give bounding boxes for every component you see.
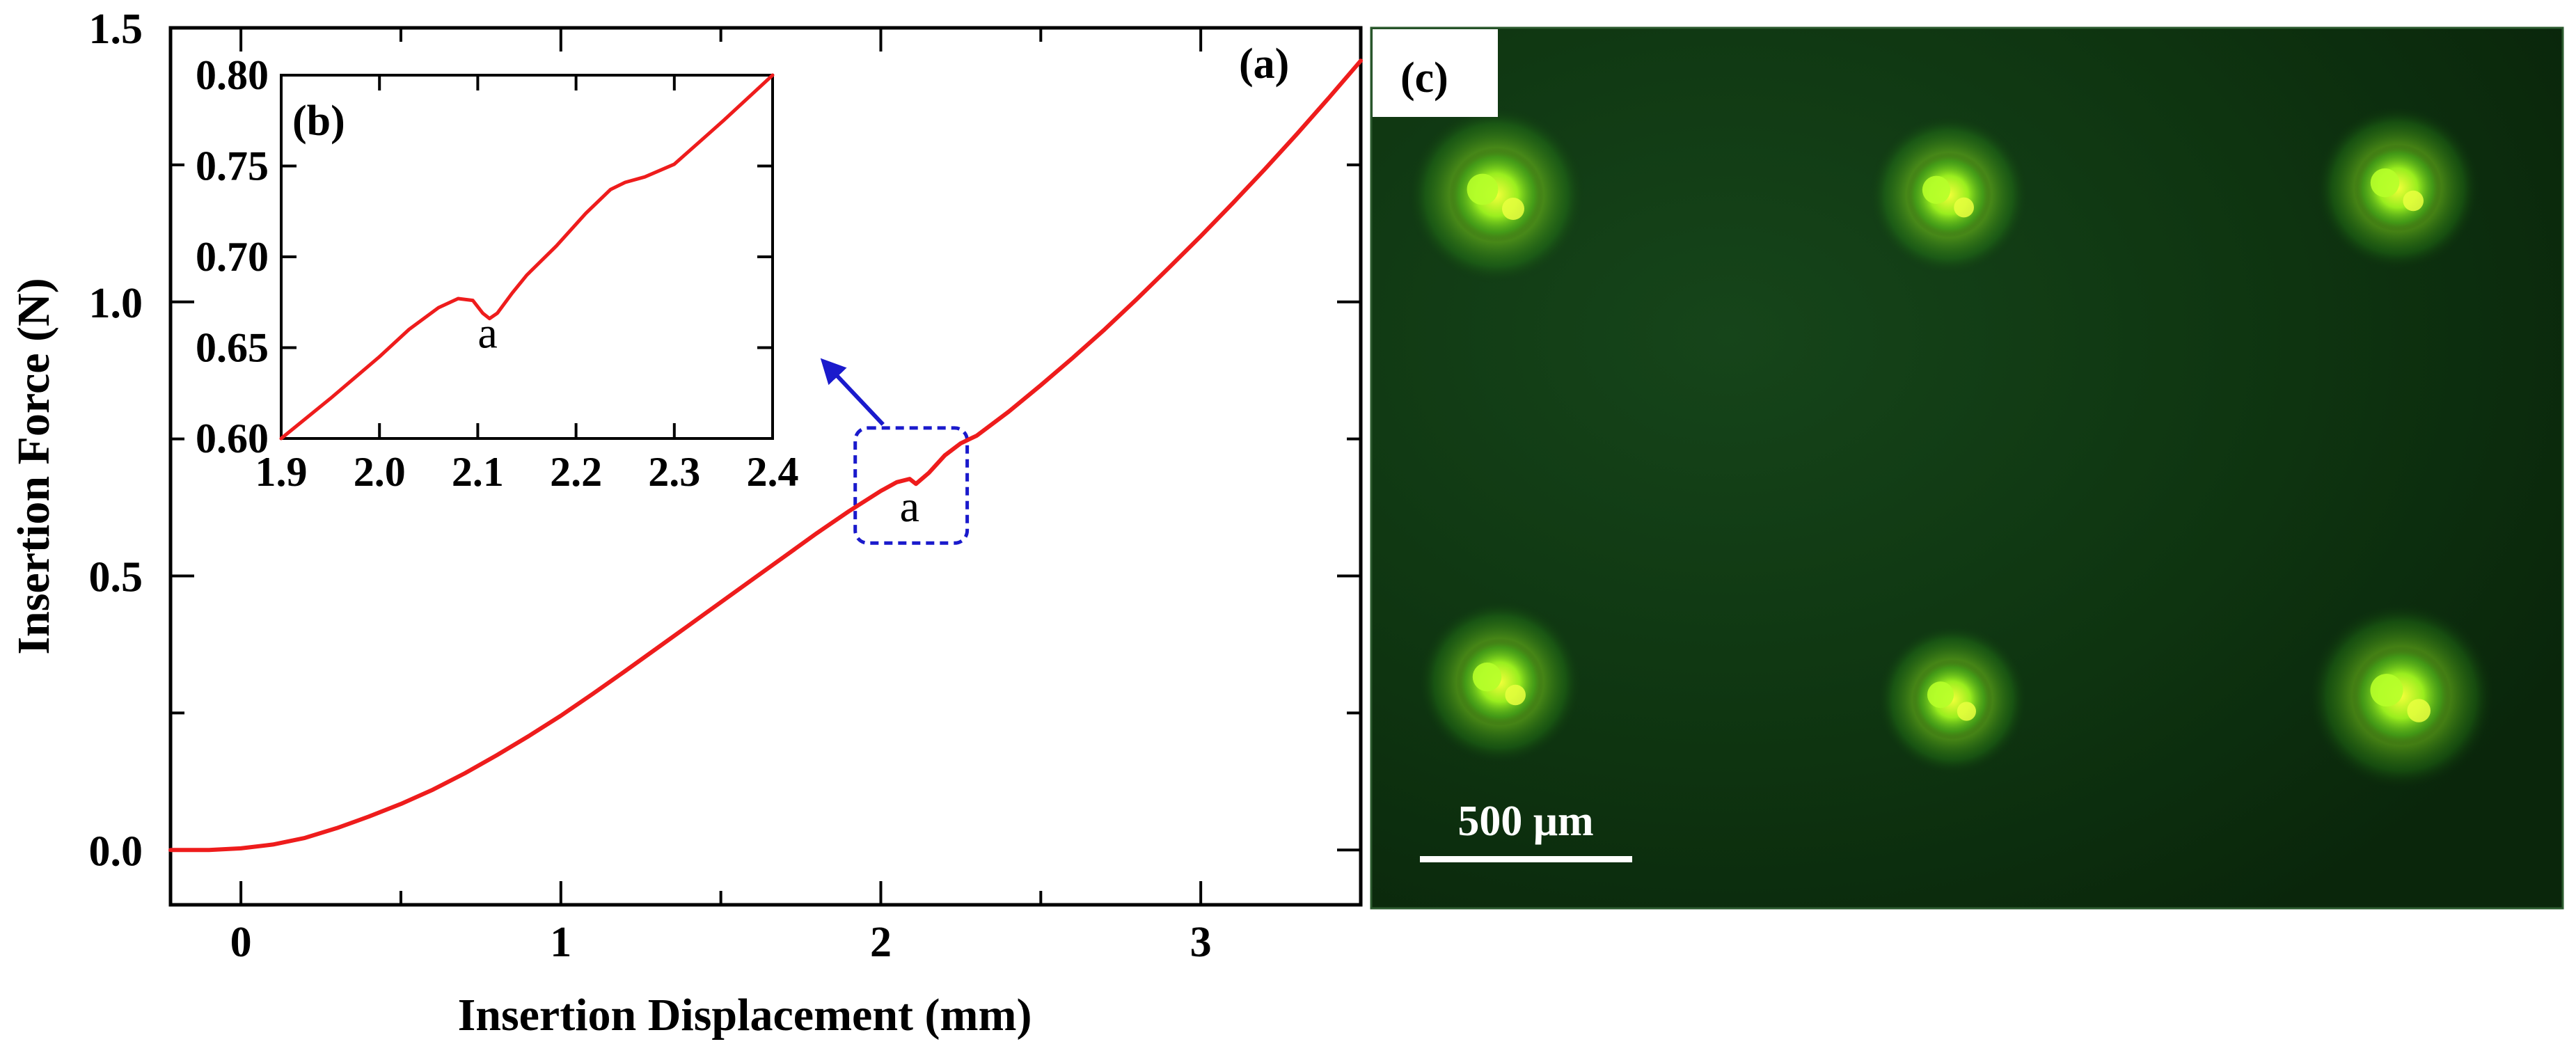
spot-2 (1868, 114, 2030, 276)
spot-3-highlight (2370, 168, 2400, 198)
annotation-label: a (900, 482, 919, 531)
spot-3-highlight-2 (2403, 190, 2424, 212)
spot-5-highlight-2 (1957, 702, 1976, 721)
spot-6-highlight-2 (2407, 699, 2431, 722)
scale-bar (1420, 856, 1632, 862)
y-tick-label: 0.75 (196, 143, 269, 189)
y-axis-title: Insertion Force (N) (8, 278, 59, 654)
scale-bar-label: 500 μm (1457, 798, 1593, 845)
main-plot-frame (168, 26, 1363, 907)
spot-4 (1417, 599, 1583, 765)
spot-2-highlight (1922, 175, 1951, 204)
x-axis-title: Insertion Displacement (mm) (458, 990, 1032, 1041)
x-tick-label: 2.2 (550, 449, 602, 495)
highlight-box-group (820, 358, 970, 545)
x-tick-label: 2.3 (648, 449, 700, 495)
series-line-0 (168, 58, 1363, 853)
x-tick-label: 3 (1190, 919, 1212, 966)
spot-4-highlight-2 (1505, 684, 1526, 706)
panel-a-label: (a) (1239, 40, 1289, 88)
main-tick-group: 0 1 2 3 0.0 0.5 1.0 1.5 (89, 6, 1361, 966)
y-tick-label: 1.0 (89, 280, 143, 327)
y-tick-label: 1.5 (89, 6, 143, 53)
spot-5 (1876, 624, 2028, 775)
x-tick-label: 0 (230, 919, 252, 966)
inset-tick-group: 1.9 2.0 2.1 2.2 2.3 2.4 0.60 0.65 0.70 0.75 0.80 (196, 52, 799, 495)
spot-3 (2315, 105, 2481, 271)
spot-6 (2307, 602, 2495, 790)
micrograph-panel: (c) 500 μm (1370, 26, 2564, 910)
inset-series-group (279, 73, 775, 441)
spot-group (1407, 105, 2495, 790)
series-line-0 (279, 73, 775, 441)
spot-6-highlight (2370, 674, 2403, 707)
panel-c-label: (c) (1400, 54, 1448, 102)
y-tick-label: 0.70 (196, 234, 269, 280)
zoom-arrow (820, 358, 885, 426)
spot-1 (1407, 106, 1586, 284)
y-tick-label: 0.60 (196, 416, 269, 461)
highlight-box (853, 426, 970, 545)
inset-annotation-group: a (477, 308, 497, 358)
x-tick-label: 2 (870, 919, 892, 966)
main-series-group (168, 58, 1363, 853)
panel-c-label-box (1373, 29, 1498, 117)
spot-1-highlight-2 (1502, 198, 1524, 220)
panel-b-label: (b) (292, 97, 345, 145)
y-tick-label: 0.5 (89, 554, 143, 601)
spot-5-highlight (1927, 681, 1954, 709)
y-tick-label: 0.0 (89, 828, 143, 875)
y-tick-label: 0.65 (196, 325, 269, 371)
inset-background (281, 75, 773, 438)
x-tick-label: 1 (550, 919, 571, 966)
x-tick-label: 2.0 (354, 449, 406, 495)
inset-chart: 1.9 2.0 2.1 2.2 2.3 2.4 0.60 0.65 0.70 0.75 0.80 a… (196, 52, 799, 495)
main-chart: 0 1 2 3 0.0 0.5 1.0 1.5 a (a) Insertion Displac… (8, 6, 1363, 1041)
x-tick-label: 2.4 (747, 449, 799, 495)
spot-4-highlight (1472, 662, 1502, 692)
spot-2-highlight-2 (1954, 197, 1975, 218)
x-tick-label: 2.1 (452, 449, 504, 495)
spot-1-highlight (1467, 173, 1499, 205)
y-tick-label: 0.80 (196, 52, 269, 98)
annotation-label: a (477, 308, 497, 358)
main-annotation-group: a (900, 482, 919, 531)
x-tick-label: 1.9 (255, 449, 308, 495)
